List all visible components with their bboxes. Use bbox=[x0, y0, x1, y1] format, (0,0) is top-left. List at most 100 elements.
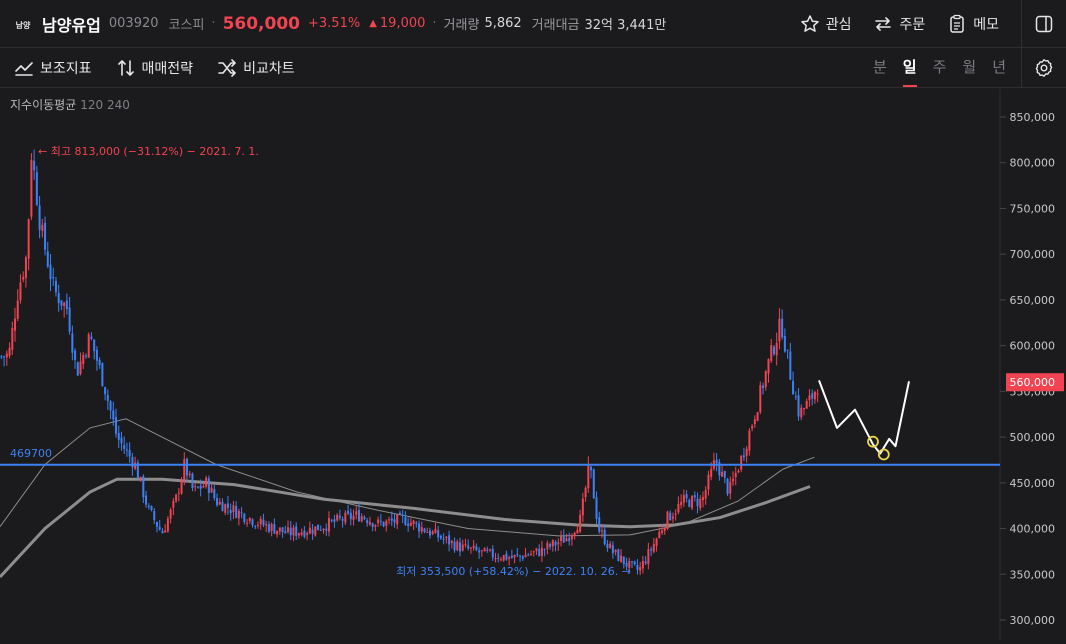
candle-body bbox=[87, 334, 90, 358]
candle-body bbox=[620, 555, 623, 562]
projection-line[interactable] bbox=[818, 380, 910, 455]
projection-marker[interactable] bbox=[867, 435, 879, 448]
candle-body bbox=[412, 520, 415, 525]
candle-body bbox=[742, 455, 745, 458]
candle-body bbox=[639, 567, 642, 571]
candle-body bbox=[573, 532, 576, 536]
candle-body bbox=[434, 528, 437, 533]
candle-body bbox=[155, 521, 158, 527]
candle-body bbox=[347, 510, 350, 514]
strategy-button[interactable]: 매매전략 bbox=[116, 58, 194, 78]
candle-body bbox=[374, 524, 377, 527]
candle-body bbox=[38, 205, 41, 230]
candle-body bbox=[281, 527, 284, 532]
projection-marker[interactable] bbox=[877, 448, 890, 461]
tab-week[interactable]: 주 bbox=[932, 58, 947, 76]
candle-body bbox=[303, 530, 306, 537]
candle-body bbox=[172, 500, 175, 508]
candle-body bbox=[459, 542, 462, 552]
candle-body bbox=[8, 347, 11, 356]
line-chart-icon bbox=[15, 61, 33, 76]
candle-body bbox=[625, 562, 628, 567]
candle-body bbox=[554, 541, 557, 546]
price-chart[interactable]: 300,000 350,000 400,000 450,000 500,000 550,0… bbox=[0, 89, 1066, 640]
side-panel-toggle-button[interactable] bbox=[1021, 0, 1066, 47]
candle-body bbox=[46, 251, 49, 267]
candle-body bbox=[688, 499, 691, 507]
candle-body bbox=[409, 522, 412, 526]
candle-body bbox=[205, 477, 208, 487]
candle-body bbox=[265, 524, 268, 526]
candle-body bbox=[33, 160, 36, 171]
candle-body bbox=[366, 520, 369, 524]
candle-body bbox=[60, 300, 63, 306]
candle-body bbox=[666, 511, 669, 529]
tab-minute[interactable]: 분 bbox=[872, 58, 887, 76]
candle-body bbox=[707, 474, 710, 490]
candle-body bbox=[150, 506, 153, 511]
candle-body bbox=[131, 456, 134, 468]
candle-body bbox=[57, 292, 60, 304]
candle-body bbox=[104, 387, 107, 395]
candle-body bbox=[486, 549, 489, 551]
favorite-button[interactable]: 관심 bbox=[800, 14, 851, 34]
swap-arrows-icon bbox=[875, 16, 892, 31]
candle-body bbox=[147, 505, 150, 507]
chart-settings-button[interactable] bbox=[1021, 48, 1066, 87]
candle-body bbox=[11, 328, 14, 350]
candle-body bbox=[136, 462, 139, 479]
order-button[interactable]: 주문 bbox=[873, 14, 925, 34]
candle-body bbox=[117, 432, 120, 440]
candle-body bbox=[439, 535, 442, 539]
tab-month[interactable]: 월 bbox=[962, 58, 977, 76]
candle-body bbox=[93, 339, 96, 352]
candle-body bbox=[229, 510, 232, 514]
candle-body bbox=[158, 526, 161, 530]
candle-body bbox=[27, 219, 30, 259]
candle-body bbox=[786, 349, 789, 351]
candle-body bbox=[753, 419, 756, 425]
strategy-label: 매매전략 bbox=[141, 60, 194, 77]
candle-body bbox=[590, 466, 593, 471]
candle-body bbox=[393, 519, 396, 523]
compare-button[interactable]: 비교차트 bbox=[217, 58, 295, 78]
candle-body bbox=[278, 527, 281, 532]
candle-body bbox=[431, 531, 434, 535]
candle-body bbox=[379, 520, 382, 522]
volume-label: 거래량 bbox=[443, 18, 480, 33]
indicator-button[interactable]: 보조지표 bbox=[14, 58, 92, 78]
candle-body bbox=[489, 549, 492, 551]
candle-body bbox=[606, 543, 609, 548]
candle-body bbox=[22, 276, 25, 280]
candle-body bbox=[344, 512, 347, 523]
ema-240-line bbox=[0, 477, 811, 579]
memo-button[interactable]: 메모 bbox=[947, 14, 999, 34]
candle-body bbox=[609, 543, 612, 549]
candle-body bbox=[360, 516, 363, 522]
up-down-arrows-icon bbox=[117, 59, 134, 76]
candle-body bbox=[783, 335, 786, 352]
candle-body bbox=[568, 538, 571, 541]
candle-body bbox=[682, 495, 685, 503]
candle-body bbox=[426, 532, 429, 534]
candle-body bbox=[19, 282, 22, 301]
tab-day[interactable]: 일 bbox=[902, 48, 917, 87]
tab-year[interactable]: 년 bbox=[992, 58, 1006, 76]
candlestick-chart[interactable]: 300,000350,000400,000450,000500,000550,0… bbox=[0, 89, 1066, 640]
change-percent: +3.51% bbox=[308, 16, 361, 31]
candle-body bbox=[549, 544, 552, 547]
stock-name[interactable]: 남양유업 bbox=[42, 15, 101, 35]
candle-body bbox=[614, 549, 617, 553]
candle-body bbox=[751, 425, 754, 429]
candle-body bbox=[153, 511, 156, 521]
candle-body bbox=[483, 548, 486, 552]
candle-body bbox=[453, 541, 456, 551]
candle-body bbox=[611, 545, 614, 554]
gear-icon bbox=[1035, 58, 1053, 77]
candle-body bbox=[442, 538, 445, 540]
candle-body bbox=[336, 514, 339, 521]
candle-body bbox=[322, 528, 325, 531]
candle-body bbox=[101, 363, 104, 387]
candle-body bbox=[781, 318, 784, 338]
candle-body bbox=[54, 280, 57, 293]
